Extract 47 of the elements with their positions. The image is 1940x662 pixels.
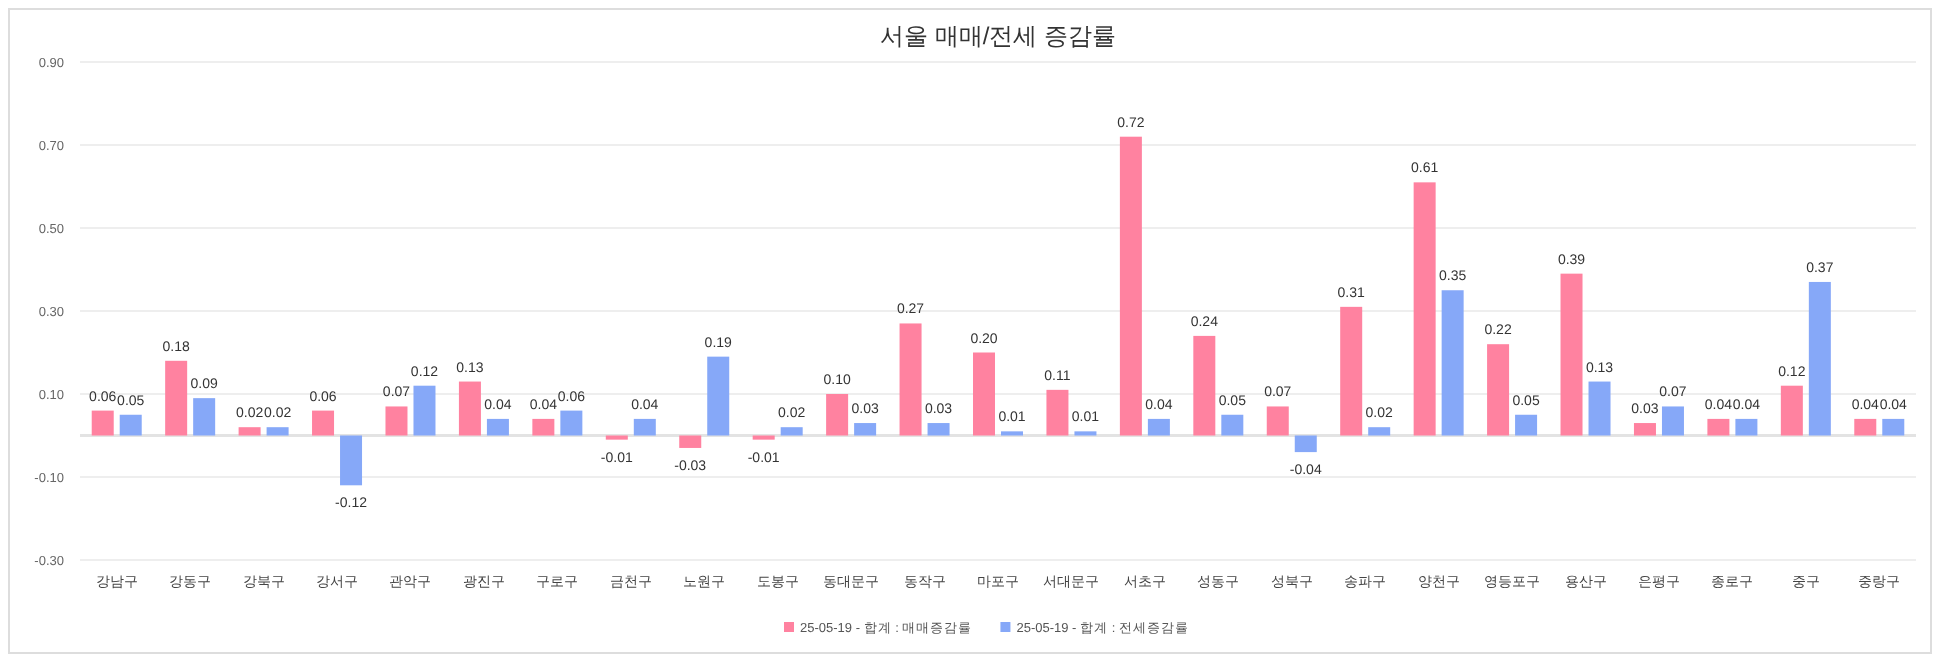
bar [1487, 344, 1510, 436]
bar [560, 410, 583, 436]
bar [973, 352, 995, 436]
bar [1854, 418, 1877, 436]
bar [1368, 427, 1391, 436]
bar [1294, 435, 1317, 453]
bar [1441, 290, 1464, 436]
bar [1340, 306, 1363, 436]
bar [826, 394, 849, 436]
bar [413, 385, 436, 436]
bar [486, 418, 509, 436]
bar [1515, 414, 1538, 436]
bar [899, 323, 922, 436]
bar [165, 360, 188, 436]
bar [1560, 273, 1583, 436]
bar [707, 356, 730, 436]
bar [91, 410, 114, 436]
bar [1147, 418, 1170, 436]
bar [193, 398, 216, 436]
bar [1119, 136, 1142, 436]
bar [1046, 389, 1069, 436]
chart-title: 서울 매매/전세 증감률 [879, 22, 1117, 50]
bar [1735, 418, 1758, 436]
bar [1588, 381, 1611, 436]
bar [1266, 406, 1289, 436]
bar [458, 381, 481, 436]
bar [780, 427, 803, 436]
bar [854, 423, 877, 436]
bar [266, 427, 289, 436]
bar [340, 435, 363, 486]
bar [679, 435, 702, 448]
bar [1780, 385, 1803, 436]
bar [385, 406, 408, 436]
bar [532, 418, 555, 436]
bar [238, 427, 261, 436]
bar [927, 423, 950, 436]
bar [1633, 423, 1656, 436]
bar [633, 418, 656, 436]
bar [119, 414, 142, 436]
bar [1193, 335, 1216, 436]
bar [312, 410, 335, 436]
bar [1661, 406, 1684, 436]
bar [1808, 281, 1831, 436]
bar [1221, 414, 1244, 436]
bar [1882, 418, 1905, 436]
bar [1413, 182, 1436, 436]
bar [1707, 418, 1730, 436]
